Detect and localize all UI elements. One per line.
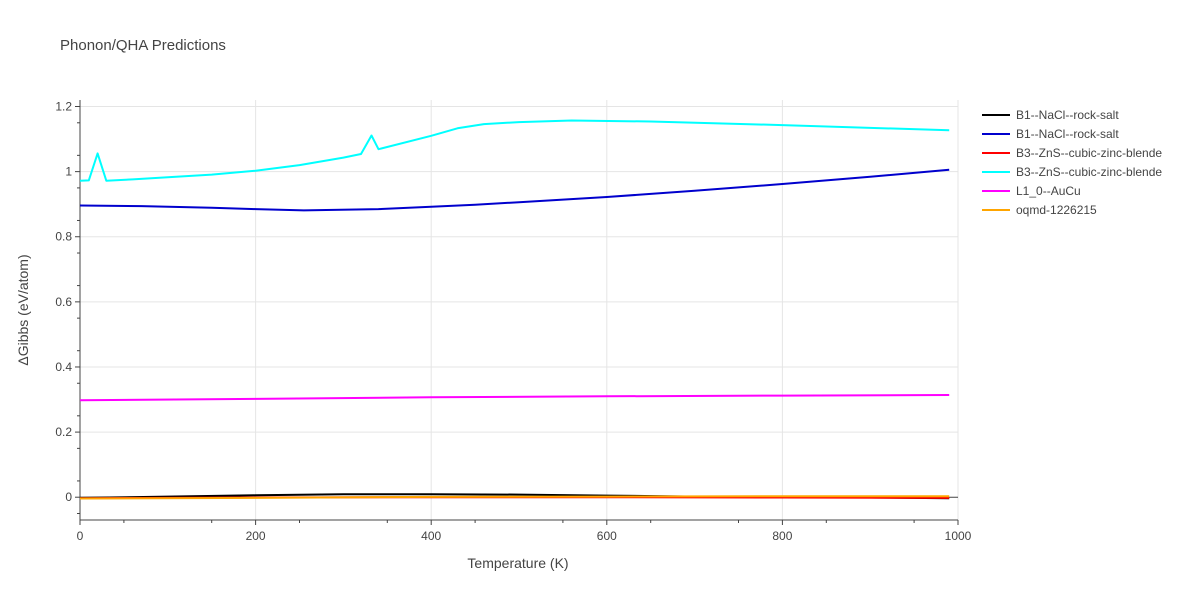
x-tick-label: 800 <box>772 529 792 543</box>
x-tick-label: 400 <box>421 529 441 543</box>
legend-label-4: B3--ZnS--cubic-zinc-blende <box>1016 165 1162 179</box>
y-tick-label: 0 <box>65 490 72 504</box>
series-line-4 <box>79 119 950 182</box>
y-axis-title: ΔGibbs (eV/atom) <box>15 254 31 365</box>
y-tick-label: 0.8 <box>55 230 72 244</box>
x-tick-label: 1000 <box>945 529 972 543</box>
tick-labels: 0 200 400 600 800 1000 0 0.2 0.4 0.6 0.8 1 1.2 <box>55 100 971 543</box>
series-line-5 <box>79 394 950 402</box>
y-tick-label: 0.4 <box>55 360 72 374</box>
legend-label-2: B1--NaCl--rock-salt <box>1016 127 1119 141</box>
x-axis-title: Temperature (K) <box>467 555 568 571</box>
y-tick-label: 1 <box>65 165 72 179</box>
y-tick-label: 1.2 <box>55 100 72 114</box>
legend-label-1: B1--NaCl--rock-salt <box>1016 108 1119 122</box>
x-tick-label: 600 <box>597 529 617 543</box>
series-line-2 <box>79 168 950 212</box>
axes <box>75 100 959 525</box>
y-tick-label: 0.2 <box>55 425 72 439</box>
legend-label-5: L1_0--AuCu <box>1016 184 1081 198</box>
chart-title: Phonon/QHA Predictions <box>60 37 226 54</box>
x-tick-label: 200 <box>246 529 266 543</box>
series-line-6 <box>79 495 950 500</box>
legend: B1--NaCl--rock-salt B1--NaCl--rock-salt B3… <box>982 108 1162 217</box>
y-tick-label: 0.6 <box>55 295 72 309</box>
x-tick-label: 0 <box>77 529 84 543</box>
legend-label-3: B3--ZnS--cubic-zinc-blende <box>1016 146 1162 160</box>
series-lines <box>79 119 950 500</box>
legend-label-6: oqmd-1226215 <box>1016 203 1097 217</box>
